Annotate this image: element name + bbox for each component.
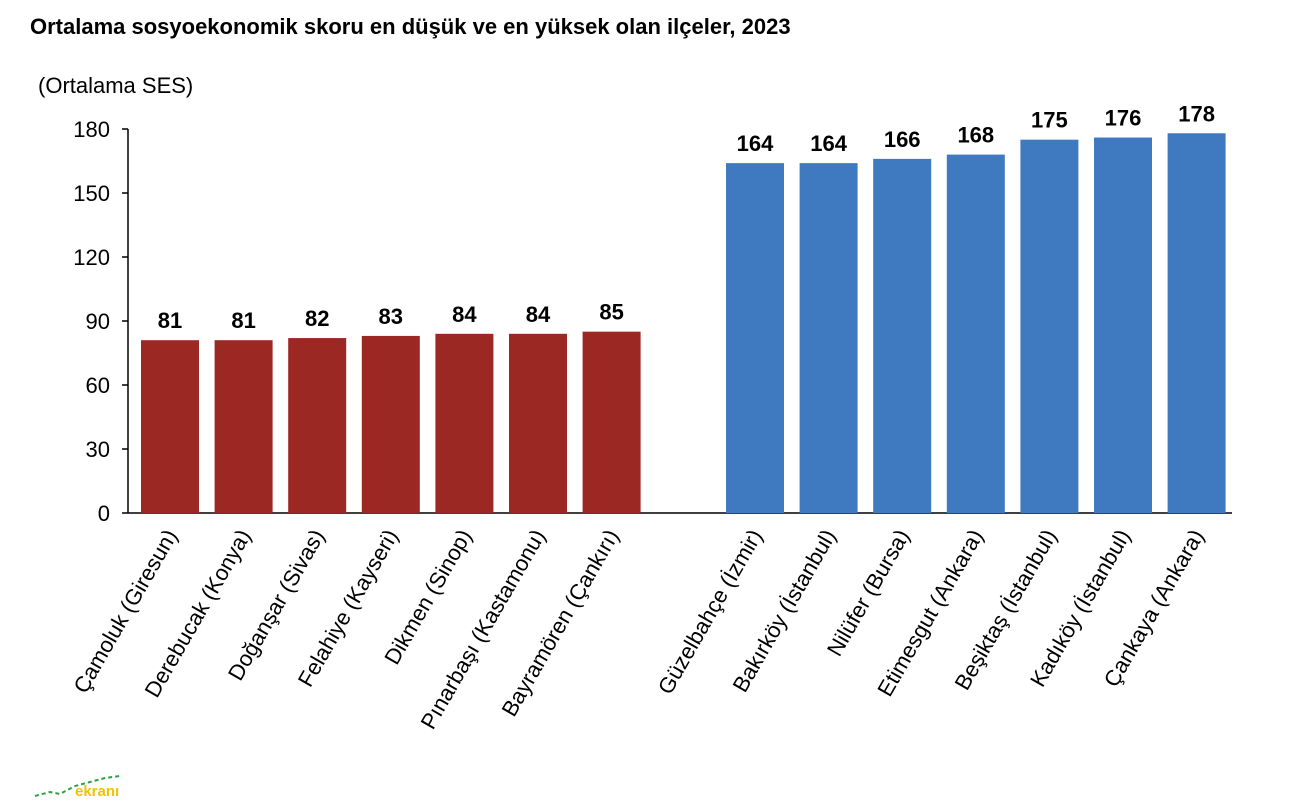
data-label: 85 [599, 300, 623, 325]
data-label: 84 [526, 302, 551, 327]
bar [946, 154, 1005, 513]
bar [1020, 139, 1079, 513]
bar [1094, 137, 1152, 514]
bar [726, 163, 784, 513]
watermark-text: ekranı [75, 783, 120, 800]
bar [435, 333, 494, 513]
data-label: 164 [810, 131, 847, 156]
bar [361, 335, 420, 513]
data-label: 81 [231, 308, 255, 333]
data-label: 176 [1105, 106, 1142, 131]
data-label: 166 [884, 127, 921, 152]
data-label: 82 [305, 306, 329, 331]
bar [509, 333, 567, 513]
bar [214, 340, 273, 513]
bar [799, 163, 858, 513]
data-label: 175 [1031, 108, 1068, 133]
y-tick-label: 120 [73, 245, 110, 270]
bar [288, 338, 347, 513]
bar [873, 158, 932, 513]
bar [1167, 133, 1226, 513]
y-tick-label: 150 [73, 181, 110, 206]
data-label: 81 [158, 308, 182, 333]
data-label: 84 [452, 302, 477, 327]
watermark-logo [34, 775, 121, 797]
bar [582, 331, 641, 513]
y-tick-label: 180 [73, 117, 110, 142]
y-tick-label: 30 [86, 437, 110, 462]
data-label: 168 [957, 123, 994, 148]
bar [141, 340, 199, 513]
chart-title: Ortalama sosyoekonomik skoru en düşük ve… [30, 14, 791, 39]
y-tick-label: 90 [86, 309, 110, 334]
data-label: 83 [379, 304, 403, 329]
y-tick-label: 60 [86, 373, 110, 398]
x-tick-label: Pınarbaşı (Kastamonu) [416, 525, 551, 733]
y-axis-label: (Ortalama SES) [38, 73, 193, 98]
y-tick-label: 0 [98, 501, 110, 526]
data-label: 178 [1178, 101, 1215, 126]
data-label: 164 [737, 131, 774, 156]
